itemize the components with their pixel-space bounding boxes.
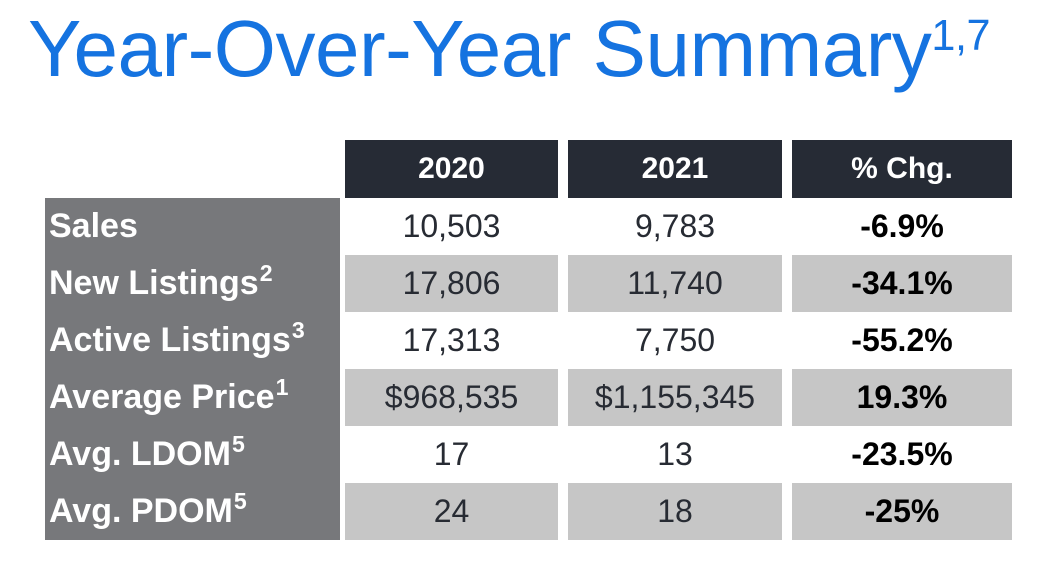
page-title: Year-Over-Year Summary1,7	[28, 4, 990, 94]
cell-active-listings-pct-chg: -55.2%	[782, 312, 1012, 369]
column-header-2021: 2021	[558, 140, 782, 198]
row-label-sales: Sales	[45, 198, 340, 255]
footnote-marker: 2	[259, 260, 273, 287]
cell-active-listings-2020: 17,313	[340, 312, 558, 369]
yoy-summary-table: 2020 2021 % Chg. Sales 10,503 9,783 -6.9…	[45, 140, 1012, 540]
cell-average-price-pct-chg: 19.3%	[782, 369, 1012, 426]
cell-sales-2021: 9,783	[558, 198, 782, 255]
column-header-pct-chg: % Chg.	[782, 140, 1012, 198]
cell-avg-ldom-2021: 13	[558, 426, 782, 483]
cell-sales-2020: 10,503	[340, 198, 558, 255]
row-label-avg-ldom: Avg. LDOM 5	[45, 426, 340, 483]
footnote-marker: 5	[231, 431, 245, 458]
table-corner-cell	[45, 140, 340, 198]
cell-average-price-2021: $1,155,345	[558, 369, 782, 426]
cell-average-price-2020: $968,535	[340, 369, 558, 426]
cell-avg-pdom-2021: 18	[558, 483, 782, 540]
cell-avg-pdom-pct-chg: -25%	[782, 483, 1012, 540]
footnote-marker: 3	[291, 317, 305, 344]
row-label-average-price: Average Price 1	[45, 369, 340, 426]
page-title-text: Year-Over-Year Summary	[28, 4, 932, 93]
cell-new-listings-2021: 11,740	[558, 255, 782, 312]
cell-new-listings-pct-chg: -34.1%	[782, 255, 1012, 312]
row-label-new-listings: New Listings 2	[45, 255, 340, 312]
cell-active-listings-2021: 7,750	[558, 312, 782, 369]
row-label-avg-pdom: Avg. PDOM 5	[45, 483, 340, 540]
cell-sales-pct-chg: -6.9%	[782, 198, 1012, 255]
footnote-marker: 5	[233, 488, 247, 515]
footnote-marker: 1	[275, 374, 289, 401]
cell-avg-ldom-2020: 17	[340, 426, 558, 483]
cell-avg-ldom-pct-chg: -23.5%	[782, 426, 1012, 483]
page-title-superscript: 1,7	[931, 12, 990, 61]
cell-new-listings-2020: 17,806	[340, 255, 558, 312]
column-header-2020: 2020	[340, 140, 558, 198]
cell-avg-pdom-2020: 24	[340, 483, 558, 540]
row-label-active-listings: Active Listings 3	[45, 312, 340, 369]
